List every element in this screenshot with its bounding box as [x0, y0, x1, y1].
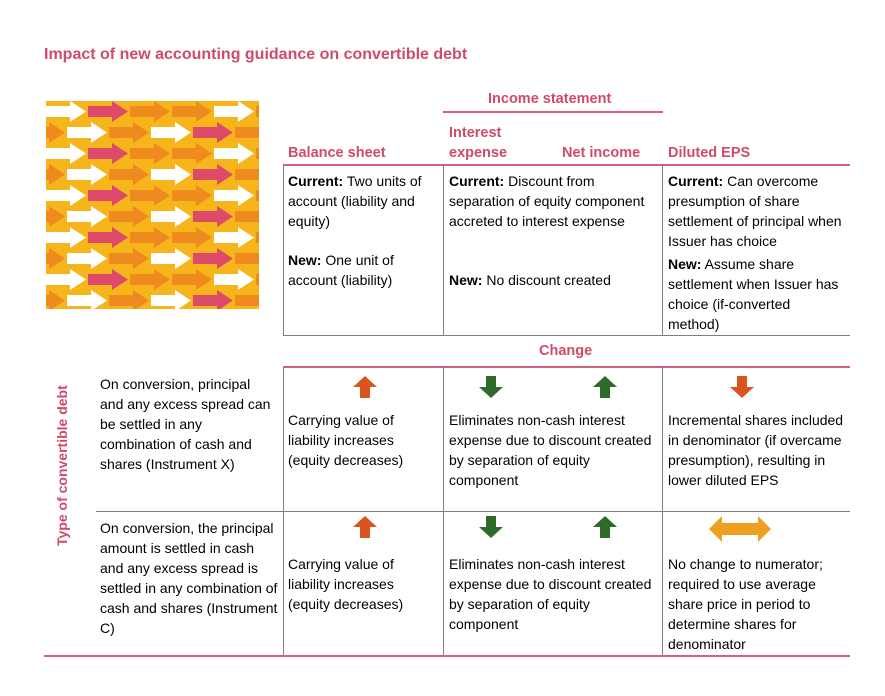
grid-line: [443, 165, 444, 335]
header-divider: [283, 164, 850, 166]
current-label: Current:: [449, 173, 505, 189]
row-1-description: On conversion, principal and any excess …: [100, 376, 271, 472]
current-text: Two units of account (liability and equi…: [288, 173, 422, 229]
arrow-up-icon: [593, 516, 617, 543]
new-text: Assume share settlement when Issuer has …: [668, 256, 839, 332]
diluted-eps-new: New: Assume share settlement when Issuer…: [668, 254, 843, 334]
income-statement-header: Income statement: [488, 91, 612, 107]
arrow-up-icon: [353, 376, 377, 403]
grid-line: [283, 165, 284, 335]
row-1-diluted-eps: Incremental shares included in denominat…: [668, 412, 844, 488]
current-label: Current:: [668, 173, 724, 189]
interest-expense-header-line1: Interest: [449, 125, 502, 141]
income-statement-new: New: No discount created: [449, 270, 659, 290]
diluted-eps-current: Current: Can overcome presumption of sha…: [668, 171, 843, 251]
double-arrow-icon: [709, 516, 771, 547]
new-label: New:: [449, 272, 483, 288]
new-label: New:: [288, 252, 322, 268]
row-divider: [96, 511, 850, 512]
row-2-balance-sheet: Carrying value of liability increases (e…: [288, 556, 404, 612]
grid-line: [662, 165, 663, 335]
current-label: Current:: [288, 173, 344, 189]
balance-sheet-header: Balance sheet: [288, 145, 386, 161]
income-statement-current: Current: Discount from separation of equ…: [449, 171, 659, 231]
income-statement-underline: [443, 111, 663, 113]
arrow-pattern-graphic: [46, 101, 259, 309]
row-2-description: On conversion, the principal amount is s…: [100, 520, 278, 636]
balance-sheet-current: Current: Two units of account (liability…: [288, 171, 440, 231]
interest-expense-header-line2: expense: [449, 145, 508, 161]
current-text: Can overcome presumption of share settle…: [668, 173, 842, 249]
change-divider: [283, 366, 850, 368]
new-label: New:: [668, 256, 702, 272]
arrow-down-icon: [730, 376, 754, 403]
row-2-diluted-eps: No change to numerator; required to use …: [668, 556, 823, 652]
row-2-income-statement: Eliminates non-cash interest expense due…: [449, 556, 652, 632]
change-header: Change: [539, 343, 593, 359]
current-text: Discount from separation of equity compo…: [449, 173, 645, 229]
table-bottom-line: [44, 655, 850, 657]
page-title: Impact of new accounting guidance on con…: [44, 46, 468, 63]
arrow-up-icon: [353, 516, 377, 543]
grid-line: [283, 335, 850, 336]
type-of-convertible-debt-label: Type of convertible debt: [54, 385, 70, 546]
balance-sheet-new: New: One unit of account (liability): [288, 250, 438, 290]
arrow-up-icon: [593, 376, 617, 403]
arrow-down-icon: [479, 516, 503, 543]
arrow-down-icon: [479, 376, 503, 403]
new-text: One unit of account (liability): [288, 252, 394, 288]
diluted-eps-header: Diluted EPS: [668, 145, 751, 161]
decorative-arrow-pattern: [46, 101, 259, 309]
net-income-header: Net income: [562, 145, 641, 161]
new-text: No discount created: [482, 272, 611, 288]
row-1-income-statement: Eliminates non-cash interest expense due…: [449, 412, 652, 488]
row-1-balance-sheet: Carrying value of liability increases (e…: [288, 412, 404, 468]
